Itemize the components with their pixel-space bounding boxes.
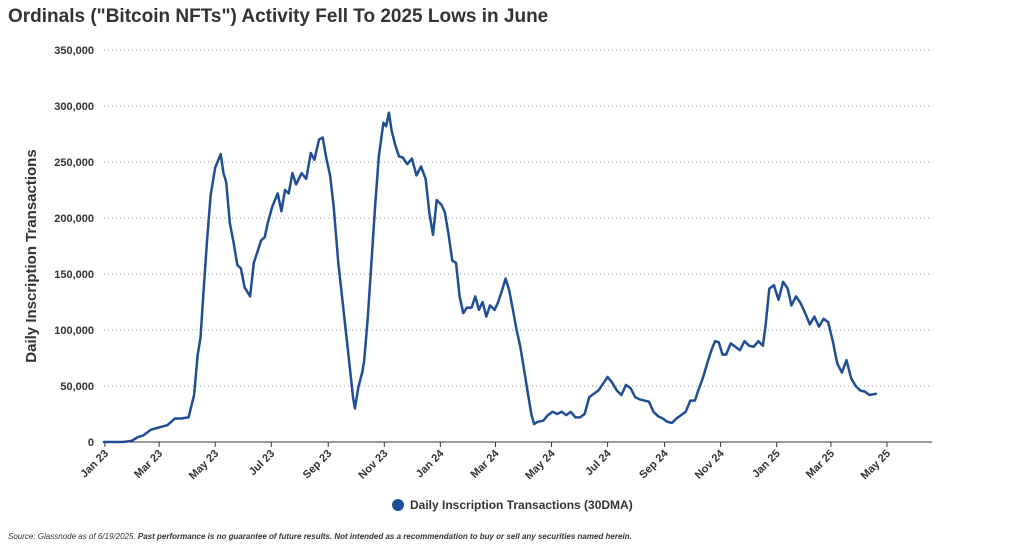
legend-label: Daily Inscription Transactions (30DMA)	[410, 498, 633, 512]
legend[interactable]: Daily Inscription Transactions (30DMA)	[392, 498, 633, 512]
y-tick-label: 300,000	[54, 101, 94, 113]
x-axis-ticks: Jan 23 Mar 23 May 23 Jul 23 Sep 23 Nov 23 Jan …	[78, 442, 893, 482]
series-line-inscriptions	[102, 111, 878, 444]
y-tick-label: 250,000	[54, 157, 94, 169]
x-tick-label: Sep 24	[637, 447, 671, 481]
disclaimer-text: Past performance is no guarantee of futu…	[137, 532, 632, 541]
x-tick-label: Mar 24	[468, 447, 502, 481]
x-tick-label: Sep 23	[301, 448, 335, 482]
y-tick-label: 350,000	[54, 45, 94, 57]
x-tick-label: Jan 25	[750, 448, 783, 481]
y-tick-label: 150,000	[54, 269, 94, 281]
y-tick-label: 100,000	[54, 325, 94, 337]
x-tick-label: May 24	[523, 447, 558, 482]
x-tick-label: Jul 24	[583, 447, 614, 478]
y-axis-ticks: 0 50,000 100,000 150,000 200,000 250,000 300,0…	[54, 45, 94, 449]
x-tick-label: Mar 25	[804, 448, 837, 481]
x-tick-label: Jul 23	[247, 448, 278, 479]
x-tick-label: Jan 24	[414, 447, 447, 480]
x-tick-label: Nov 24	[693, 447, 728, 482]
y-axis-title: Daily Inscription Transactions	[23, 149, 40, 362]
y-tick-label: 0	[88, 437, 94, 449]
x-tick-label: Nov 23	[356, 448, 390, 482]
y-tick-label: 200,000	[54, 213, 94, 225]
legend-marker	[392, 499, 404, 511]
x-tick-label: Jan 23	[78, 448, 111, 481]
x-tick-label: Mar 23	[132, 448, 165, 481]
chart-title: Ordinals ("Bitcoin NFTs") Activity Fell …	[8, 6, 549, 27]
x-tick-label: May 25	[859, 448, 893, 482]
y-tick-label: 50,000	[60, 381, 94, 393]
x-tick-label: May 23	[187, 448, 221, 482]
source-note: Source: Glassnode as of 6/19/2025. Past …	[8, 532, 632, 541]
source-text: Source: Glassnode as of 6/19/2025.	[8, 532, 136, 541]
